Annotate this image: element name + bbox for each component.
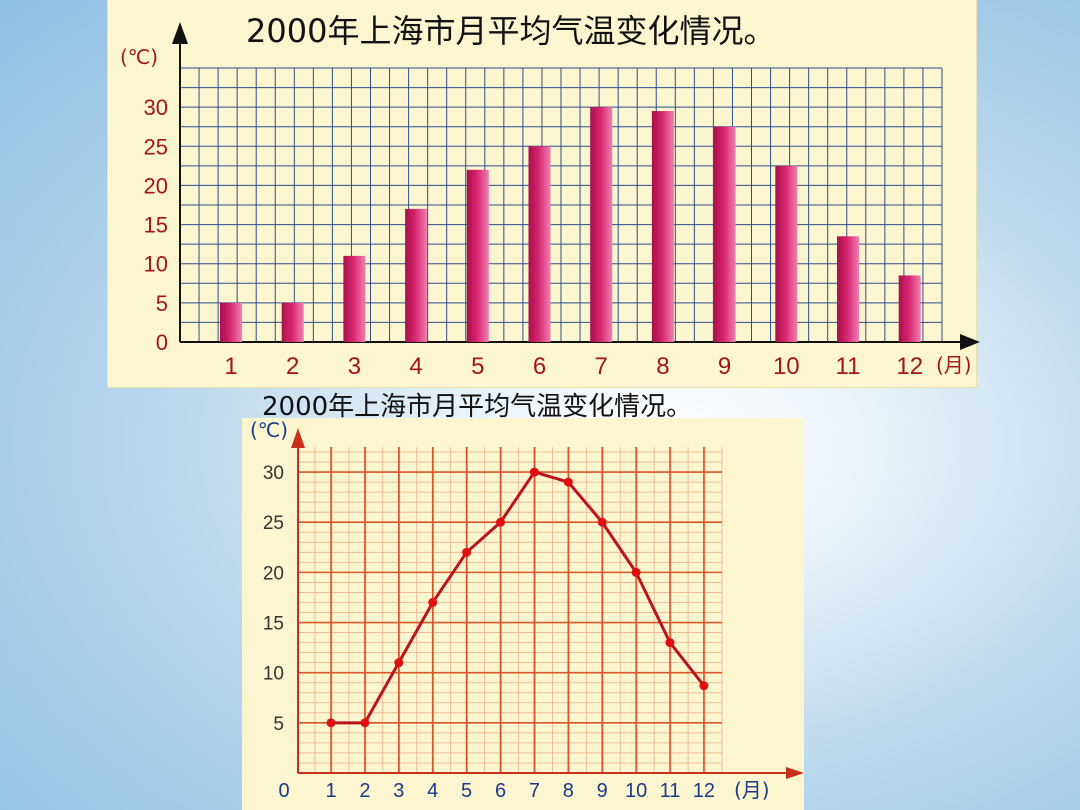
line-data-point bbox=[496, 517, 505, 527]
line-y-axis-arrow bbox=[291, 428, 305, 448]
bar-mark bbox=[220, 302, 242, 342]
line-x-tick-label: 3 bbox=[393, 780, 404, 802]
line-data-point bbox=[631, 567, 641, 577]
line-y-tick-label: 10 bbox=[263, 664, 284, 685]
line-x-axis-unit: (月) bbox=[734, 778, 770, 802]
line-y-tick-label: 25 bbox=[263, 513, 284, 534]
line-y-tick-label: 5 bbox=[273, 714, 284, 735]
line-chart-title: 2000年上海市月平均气温变化情况。 bbox=[262, 392, 693, 422]
line-data-point bbox=[563, 477, 573, 487]
bar-mark bbox=[898, 275, 921, 342]
line-chart-panel bbox=[242, 418, 804, 810]
bar-x-tick-label: 3 bbox=[348, 353, 361, 380]
line-x-axis-arrow bbox=[786, 767, 804, 779]
line-data-point bbox=[597, 517, 607, 527]
bar-mark bbox=[281, 302, 304, 342]
line-y-tick-label: 20 bbox=[263, 563, 284, 584]
line-x-tick-label: 8 bbox=[563, 780, 574, 802]
line-y-axis-unit: (℃) bbox=[250, 418, 288, 442]
bar-x-tick-label: 1 bbox=[224, 353, 237, 380]
line-data-point bbox=[529, 467, 539, 477]
bar-mark bbox=[466, 169, 489, 342]
bar-mark bbox=[775, 165, 798, 342]
bar-chart-title: 2000年上海市月平均气温变化情况。 bbox=[246, 12, 776, 50]
bar-x-tick-label: 7 bbox=[595, 353, 608, 380]
line-data-point bbox=[428, 597, 438, 607]
line-x-tick-label: 1 bbox=[325, 780, 336, 802]
line-data-point bbox=[360, 718, 370, 728]
line-x-tick-label: 2 bbox=[359, 780, 370, 802]
bar-y-axis-unit: (℃) bbox=[120, 45, 158, 69]
line-x-tick-label: 11 bbox=[660, 780, 681, 802]
bar-y-tick-label: 15 bbox=[144, 213, 168, 238]
bar-y-tick-label: 0 bbox=[156, 330, 168, 355]
line-x-tick-label: 4 bbox=[427, 780, 438, 802]
bar-y-tick-label: 20 bbox=[144, 173, 168, 198]
bar-x-tick-label: 6 bbox=[533, 353, 546, 380]
bar-x-tick-label: 4 bbox=[409, 353, 422, 380]
bar-mark bbox=[651, 111, 674, 342]
line-y-tick-label: 30 bbox=[263, 463, 284, 484]
bar-y-tick-label: 25 bbox=[144, 134, 168, 159]
bar-x-axis-unit: (月) bbox=[936, 353, 972, 377]
bar-y-axis-arrow bbox=[172, 22, 188, 44]
line-data-point bbox=[462, 547, 472, 557]
bar-x-tick-label: 12 bbox=[896, 353, 923, 380]
line-data-point bbox=[665, 638, 675, 648]
bar-y-tick-label: 30 bbox=[144, 95, 168, 120]
line-x-tick-label: 5 bbox=[461, 780, 472, 802]
line-data-point bbox=[326, 718, 336, 728]
bar-mark bbox=[590, 107, 613, 343]
line-x-tick-label: 7 bbox=[529, 780, 540, 802]
bar-y-tick-label: 5 bbox=[156, 291, 168, 316]
line-data-point bbox=[699, 681, 709, 691]
bar-mark bbox=[713, 126, 736, 342]
line-data-point bbox=[394, 658, 404, 668]
bar-mark bbox=[528, 146, 551, 342]
line-x-tick-label: 6 bbox=[495, 780, 506, 802]
line-x-tick-label: 10 bbox=[625, 780, 647, 802]
bar-mark bbox=[343, 255, 366, 342]
line-x-tick-label: 9 bbox=[597, 780, 608, 802]
temperature-line bbox=[331, 470, 706, 725]
bar-x-axis-arrow bbox=[960, 334, 980, 350]
bar-y-tick-label: 10 bbox=[144, 252, 168, 277]
line-y-tick-label: 15 bbox=[263, 614, 284, 635]
bar-mark bbox=[405, 208, 428, 342]
bar-x-tick-label: 8 bbox=[656, 353, 669, 380]
bar-x-tick-label: 9 bbox=[718, 353, 731, 380]
bar-mark bbox=[837, 236, 859, 342]
bar-x-tick-label: 11 bbox=[836, 353, 861, 380]
bar-x-tick-label: 10 bbox=[773, 353, 800, 380]
bar-x-tick-label: 2 bbox=[286, 353, 299, 380]
line-x-tick-label: 12 bbox=[693, 780, 715, 802]
bar-x-tick-label: 5 bbox=[471, 353, 484, 380]
line-x-origin-label: 0 bbox=[278, 780, 289, 802]
